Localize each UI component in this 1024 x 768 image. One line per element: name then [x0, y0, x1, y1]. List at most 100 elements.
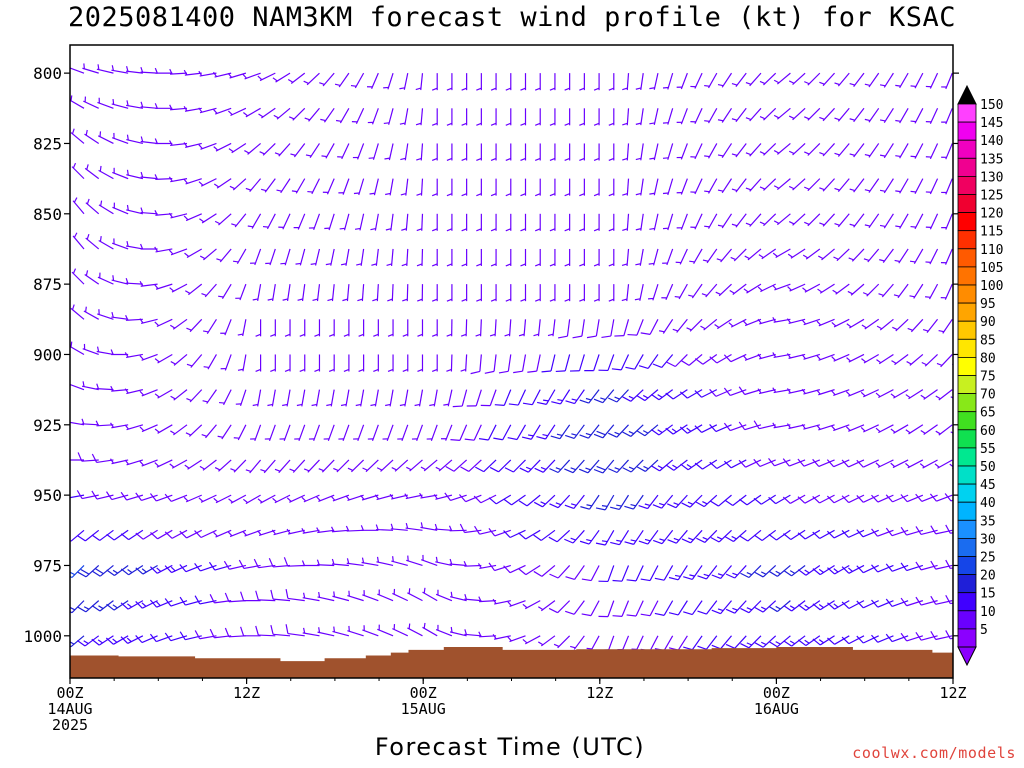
barb-staff — [914, 108, 924, 124]
wind-barb — [816, 318, 835, 327]
barb-staff — [475, 389, 482, 407]
wind-barb — [579, 143, 585, 162]
colorbar-label: 30 — [980, 532, 996, 547]
barb-full — [797, 604, 807, 611]
wind-barb — [876, 353, 894, 365]
wind-barb — [154, 174, 173, 180]
wind-barb — [704, 108, 718, 124]
colorbar-label: 25 — [980, 551, 996, 566]
barb-staff — [140, 211, 158, 215]
barb-staff — [127, 600, 144, 610]
barb-full — [270, 624, 274, 635]
barb-full — [209, 628, 215, 639]
wind-barb — [683, 565, 703, 580]
wind-barb — [827, 635, 850, 645]
barb-half — [757, 318, 762, 324]
barb-half — [490, 122, 497, 126]
barb-half — [786, 353, 792, 359]
barb-half — [354, 227, 361, 230]
barb-half — [570, 537, 576, 541]
barb-staff — [416, 424, 424, 441]
wind-barb — [371, 248, 379, 266]
wind-barb — [346, 558, 364, 567]
barb-staff — [430, 424, 438, 441]
barb-half — [801, 354, 806, 360]
barb-half — [414, 403, 421, 407]
wind-barb — [111, 132, 129, 145]
barb-half — [271, 529, 277, 535]
barb-half — [85, 270, 89, 276]
wind-barb — [231, 213, 247, 228]
barb-staff — [293, 143, 306, 158]
barb-half — [549, 228, 556, 232]
barb-staff — [342, 178, 350, 195]
barb-half — [463, 560, 467, 567]
barb-half — [376, 467, 383, 471]
wind-barb — [170, 424, 188, 436]
wind-barb — [405, 522, 423, 531]
barb-half — [875, 392, 881, 398]
barb-staff — [287, 632, 305, 637]
barb-staff — [745, 459, 762, 468]
wind-barb — [392, 624, 409, 637]
barb-staff — [185, 178, 202, 185]
wind-barb — [885, 563, 909, 572]
barb-staff — [833, 353, 850, 362]
wind-barb — [827, 600, 850, 610]
barb-half — [71, 128, 75, 135]
barb-half — [97, 639, 103, 644]
barb-staff — [792, 213, 806, 226]
wind-barb — [797, 529, 821, 540]
colorbar-label: 130 — [980, 170, 1003, 185]
wind-barb — [819, 143, 835, 157]
x-tick-label: 00Z — [56, 684, 83, 702]
barb-half — [717, 224, 724, 227]
barb-half — [533, 333, 539, 337]
wind-barb — [520, 73, 527, 91]
wind-barb — [710, 529, 732, 543]
barb-staff — [667, 72, 674, 90]
wind-barb — [308, 213, 321, 230]
barb-staff — [680, 178, 688, 195]
credit-link[interactable]: coolwx.com/models — [852, 744, 1016, 762]
barb-staff — [687, 459, 703, 471]
wind-barb — [753, 529, 777, 542]
barb-full — [710, 536, 720, 543]
barb-staff — [376, 494, 394, 501]
wind-barb — [622, 213, 630, 231]
barb-half — [534, 193, 541, 197]
barb-half — [72, 162, 77, 169]
wind-barb — [518, 564, 541, 576]
barb-half — [490, 298, 497, 302]
colorbar-label: 150 — [980, 98, 1003, 113]
wind-barb — [110, 349, 129, 356]
barb-staff — [542, 459, 556, 473]
wind-barb — [252, 284, 262, 301]
barb-staff — [376, 284, 379, 302]
barb-staff — [640, 213, 644, 231]
wind-barb — [768, 565, 791, 577]
wind-barb — [337, 143, 350, 160]
barb-staff — [790, 248, 806, 259]
barb-staff — [929, 248, 939, 265]
wind-barb — [607, 389, 629, 403]
barb-staff — [374, 389, 379, 407]
wind-barb — [834, 143, 850, 157]
barb-full — [120, 636, 129, 644]
barb-full — [768, 496, 777, 505]
wind-barb — [334, 72, 350, 88]
barb-staff — [142, 600, 158, 609]
barb-staff — [215, 142, 232, 152]
barb-half — [717, 84, 724, 87]
wind-barb — [856, 635, 879, 644]
barb-half — [819, 222, 825, 226]
barb-half — [231, 223, 237, 227]
barb-half — [905, 462, 910, 468]
wind-barb — [754, 600, 777, 613]
barb-full — [640, 332, 651, 335]
wind-barb — [929, 493, 953, 502]
wind-barb — [316, 527, 335, 534]
barb-half — [68, 417, 69, 422]
wind-barb — [879, 213, 894, 229]
barb-half — [199, 465, 205, 470]
